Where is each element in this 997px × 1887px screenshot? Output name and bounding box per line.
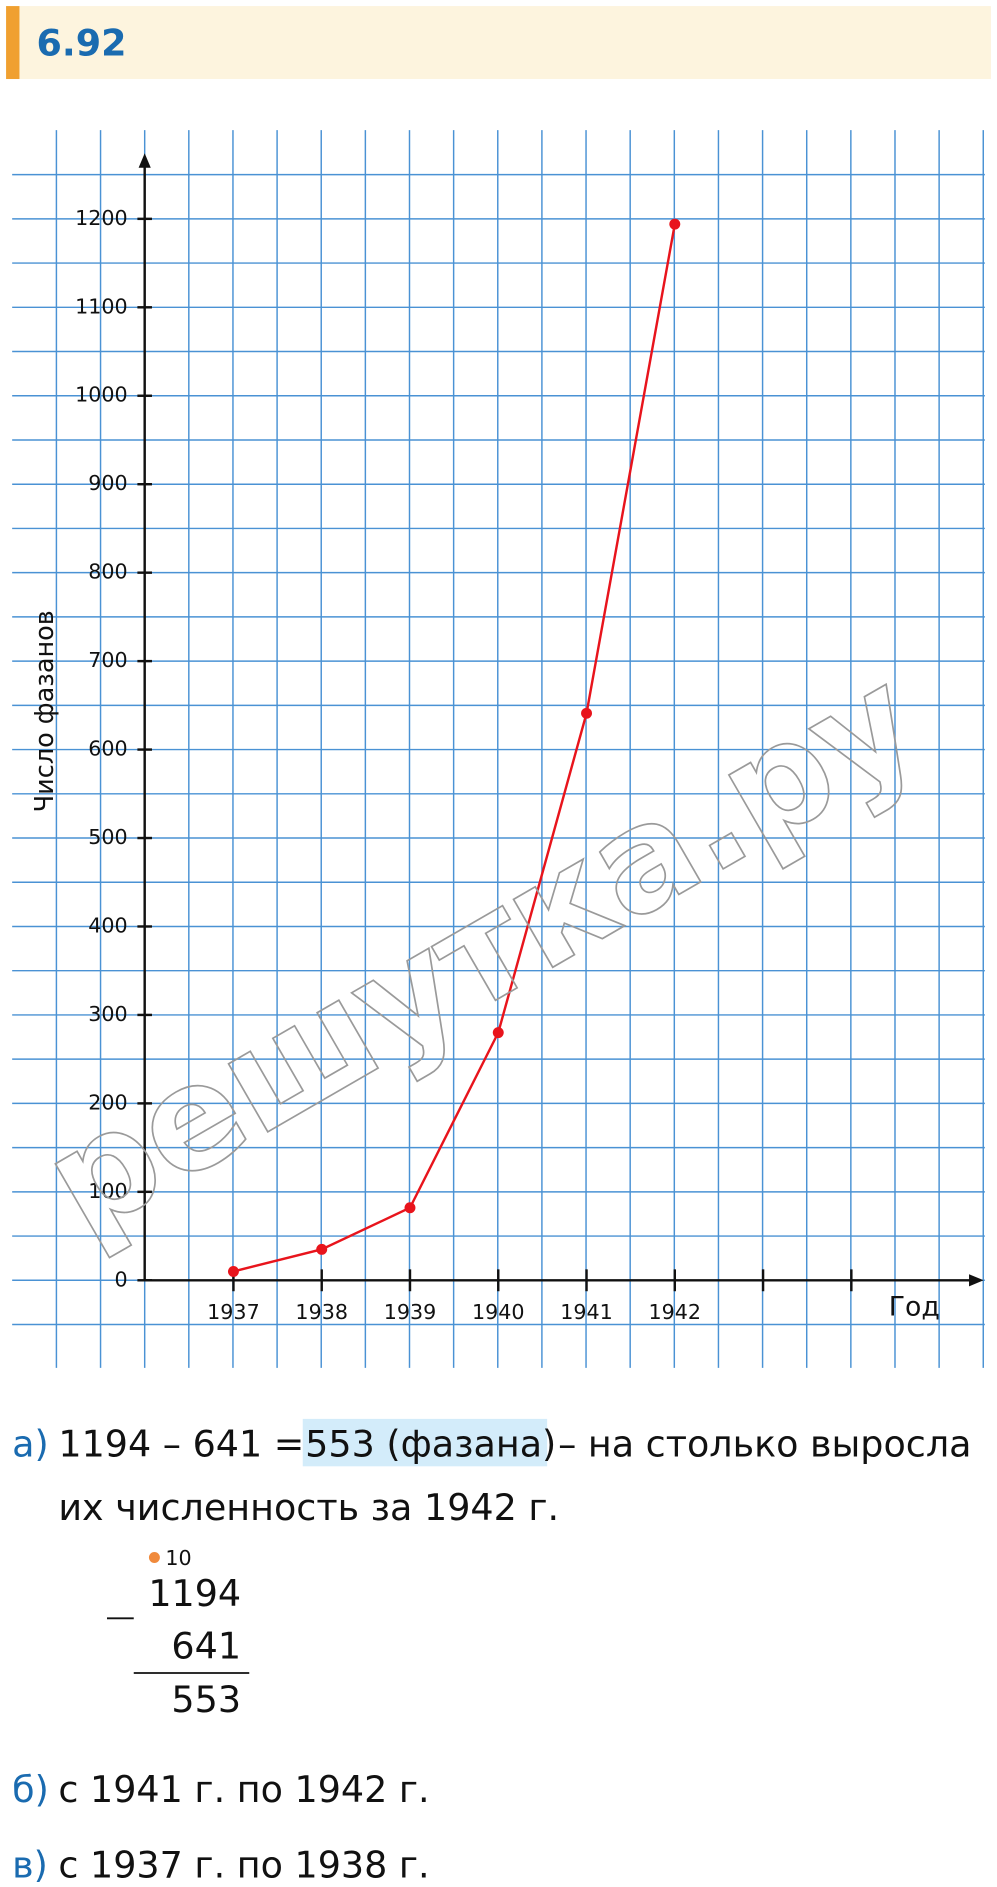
answer-marker: а) (12, 1423, 49, 1466)
data-point (669, 218, 681, 230)
grid (12, 130, 985, 1368)
data-point (581, 707, 592, 719)
y-tick-label: 500 (88, 825, 127, 849)
highlight-bg (302, 1418, 548, 1467)
x-tick-label: 1942 (649, 1300, 702, 1324)
y-axis-arrow (138, 153, 151, 168)
y-tick-label: 400 (88, 913, 127, 937)
y-axis-label: Число фазанов (30, 610, 60, 812)
y-tick-label: 1000 (75, 383, 128, 407)
x-axis-arrow (969, 1274, 984, 1287)
y-tick-label: 200 (88, 1090, 127, 1114)
y-tick-label: 900 (88, 471, 127, 495)
header-bg (6, 6, 991, 80)
y-tick-label: 300 (88, 1002, 127, 1026)
x-tick-label: 1939 (384, 1300, 437, 1324)
answer-marker: в) (12, 1843, 48, 1886)
x-tick-label: 1940 (472, 1300, 525, 1324)
answer-expression: 1194 – 641 = (58, 1423, 304, 1466)
x-tick-label: 1937 (207, 1300, 260, 1324)
x-tick-label: 1938 (295, 1300, 348, 1324)
data-point (316, 1243, 328, 1255)
answer-highlight: 553 (фазана) (305, 1423, 556, 1466)
y-tick-label: 100 (88, 1179, 127, 1203)
y-tick-label: 700 (88, 648, 127, 672)
answer-marker: б) (12, 1768, 49, 1811)
y-tick-label: 600 (88, 737, 127, 761)
data-point (404, 1202, 416, 1214)
y-tick-label: 800 (88, 560, 127, 584)
y-tick-label: 1100 (75, 294, 128, 318)
data-point (227, 1265, 239, 1277)
chart: 0 100 200 300 400 500 600 700 800 900 1000 1100 1200… (75, 153, 984, 1324)
y-tick-label: 0 (115, 1267, 128, 1291)
answer-text: – на столько выросла (558, 1423, 971, 1466)
data-line (233, 223, 676, 1273)
answer-text: их численность за 1942 г. (58, 1486, 559, 1529)
data-point (492, 1027, 504, 1039)
carry: 10 (165, 1546, 191, 1570)
y-tick-label: 1200 (75, 206, 128, 230)
answer-text: с 1941 г. по 1942 г. (58, 1768, 429, 1811)
answer-text: с 1937 г. по 1938 г. (58, 1843, 429, 1886)
difference: 553 (171, 1678, 241, 1721)
minuend: 1194 (148, 1572, 241, 1615)
watermark: решутка.ру (18, 636, 945, 1268)
subtrahend: 641 (171, 1624, 241, 1667)
carry-dot (148, 1552, 160, 1563)
header-accent (6, 6, 20, 80)
x-axis-label: Год (889, 1292, 940, 1323)
x-tick-label: 1941 (560, 1300, 613, 1324)
header-title: 6.92 (36, 21, 126, 64)
